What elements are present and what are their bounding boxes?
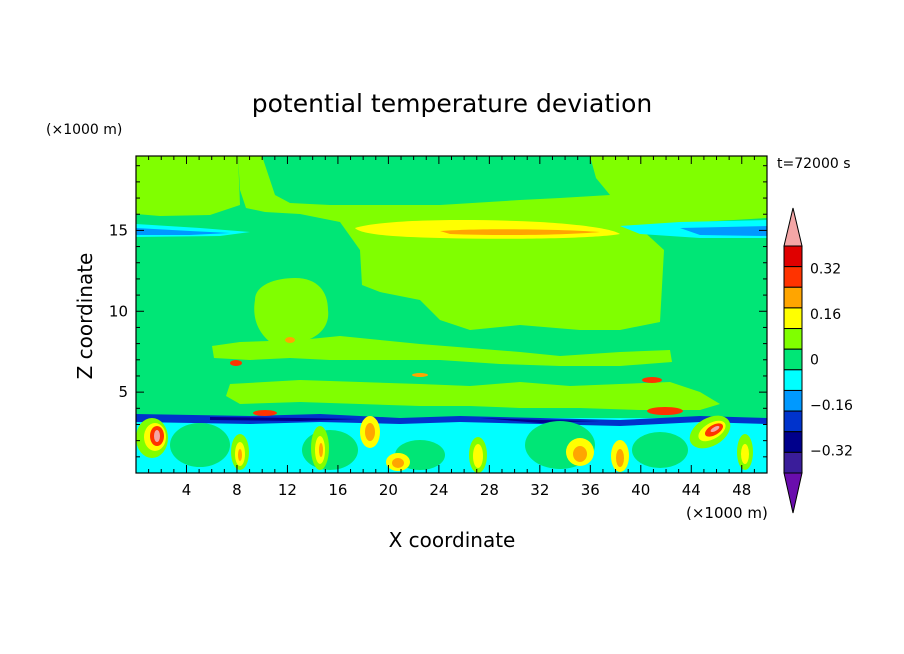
x-tick-label: 20 [379, 481, 398, 499]
contour-region [365, 423, 375, 441]
x-tick-label: 16 [328, 481, 347, 499]
contour-region [616, 449, 624, 467]
contour-region [392, 458, 404, 468]
y-tick-label: 5 [118, 383, 128, 401]
contour-region [710, 425, 720, 433]
contour-region [741, 444, 749, 464]
colorbar-lower-triangle [783, 472, 803, 514]
x-tick-label: 32 [530, 481, 549, 499]
colorbar-tick-label: 0.16 [810, 307, 841, 323]
contour-region [154, 430, 160, 442]
contour-region [210, 417, 600, 423]
contour-region [226, 380, 720, 410]
colorbar-band [783, 451, 803, 474]
colorbar-tick-label: 0 [810, 353, 819, 369]
colorbar-band [783, 389, 803, 412]
x-axis-label: X coordinate [389, 528, 516, 552]
x-tick-label: 28 [480, 481, 499, 499]
x-tick-label: 48 [732, 481, 751, 499]
contour-field [136, 156, 767, 473]
colorbar-band [783, 245, 803, 268]
colorbar: 0.32 0.16 0 −0.16 −0.32 [783, 207, 853, 514]
colorbar-band [783, 369, 803, 391]
contour-region [302, 430, 358, 470]
contour-region [136, 414, 767, 426]
contour-region [647, 407, 683, 415]
contour-region [642, 377, 662, 383]
contour-region [136, 418, 767, 473]
x-unit-label: (×1000 m) [686, 504, 768, 522]
x-tick-label: 12 [278, 481, 297, 499]
colorbar-band [783, 328, 803, 350]
contour-region [632, 432, 688, 468]
contour-region [212, 336, 672, 366]
x-tick-label: 40 [631, 481, 650, 499]
contour-region [170, 423, 230, 467]
contour-region [136, 228, 230, 235]
contour-region [319, 443, 323, 457]
chart-title: potential temperature deviation [252, 89, 652, 118]
colorbar-tick-label: −0.32 [810, 443, 853, 459]
x-axis: 4 8 12 16 20 24 28 32 36 40 44 48 [148, 156, 755, 499]
contour-region [238, 156, 767, 330]
x-tick-label: 8 [232, 481, 242, 499]
x-tick-label: 24 [429, 481, 448, 499]
y-unit-label: (×1000 m) [46, 122, 122, 138]
time-label: t=72000 s [777, 156, 851, 172]
colorbar-band [783, 307, 803, 330]
y-tick-label: 15 [109, 221, 128, 239]
x-tick-label: 44 [682, 481, 701, 499]
contour-region [473, 444, 483, 468]
contour-region [238, 449, 242, 461]
contour-region [573, 446, 587, 462]
contour-region [253, 410, 277, 416]
colorbar-band [783, 348, 803, 371]
contour-region [230, 360, 242, 366]
colorbar-band [783, 286, 803, 309]
contour-region [136, 156, 240, 216]
colorbar-tick-label: 0.32 [810, 262, 841, 278]
contour-region [285, 337, 295, 343]
x-tick-label: 36 [581, 481, 600, 499]
y-tick-label: 10 [109, 302, 128, 320]
y-axis: 5 10 15 [109, 165, 767, 458]
colorbar-band [783, 431, 803, 453]
y-axis-label: Z coordinate [73, 253, 97, 380]
contour-region [412, 373, 428, 377]
colorbar-tick-label: −0.16 [810, 398, 853, 414]
x-tick-label: 4 [182, 481, 192, 499]
contour-region [254, 278, 329, 342]
colorbar-band [783, 266, 803, 288]
colorbar-upper-triangle [783, 207, 803, 247]
contour-region [680, 226, 767, 236]
contour-region [440, 229, 600, 236]
colorbar-band [783, 410, 803, 433]
